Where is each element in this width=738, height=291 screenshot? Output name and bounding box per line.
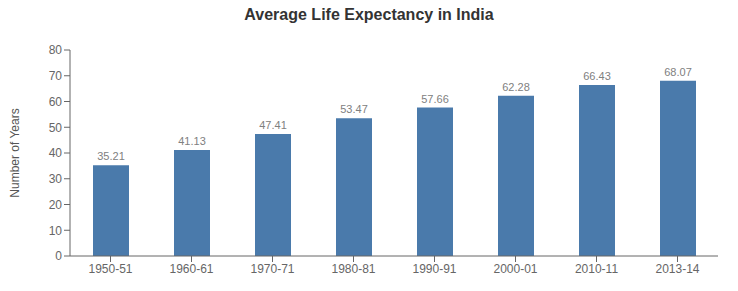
svg-text:47.41: 47.41 xyxy=(259,119,287,131)
svg-text:68.07: 68.07 xyxy=(664,66,692,78)
svg-text:35.21: 35.21 xyxy=(97,150,125,162)
svg-text:2000-01: 2000-01 xyxy=(493,262,537,276)
svg-text:30: 30 xyxy=(49,172,63,186)
svg-text:1990-91: 1990-91 xyxy=(412,262,456,276)
svg-text:57.66: 57.66 xyxy=(421,93,449,105)
svg-text:62.28: 62.28 xyxy=(502,81,530,93)
svg-text:60: 60 xyxy=(49,95,63,109)
svg-text:40: 40 xyxy=(49,146,63,160)
svg-text:53.47: 53.47 xyxy=(340,103,368,115)
svg-text:80: 80 xyxy=(49,43,63,57)
svg-text:1970-71: 1970-71 xyxy=(250,262,294,276)
svg-text:20: 20 xyxy=(49,198,63,212)
svg-text:66.43: 66.43 xyxy=(583,70,611,82)
svg-text:2013-14: 2013-14 xyxy=(655,262,699,276)
svg-text:2010-11: 2010-11 xyxy=(575,262,618,276)
svg-text:70: 70 xyxy=(49,69,63,83)
svg-text:1960-61: 1960-61 xyxy=(169,262,213,276)
svg-text:41.13: 41.13 xyxy=(178,135,206,147)
svg-text:50: 50 xyxy=(49,121,63,135)
svg-text:Number of Years: Number of Years xyxy=(8,108,22,197)
svg-text:1980-81: 1980-81 xyxy=(331,262,375,276)
svg-text:0: 0 xyxy=(55,249,62,263)
svg-text:1950-51: 1950-51 xyxy=(88,262,132,276)
html-text:Average Life Expectancy in Ind: Average Life Expectancy in India xyxy=(244,6,494,23)
svg-text:10: 10 xyxy=(49,224,63,238)
